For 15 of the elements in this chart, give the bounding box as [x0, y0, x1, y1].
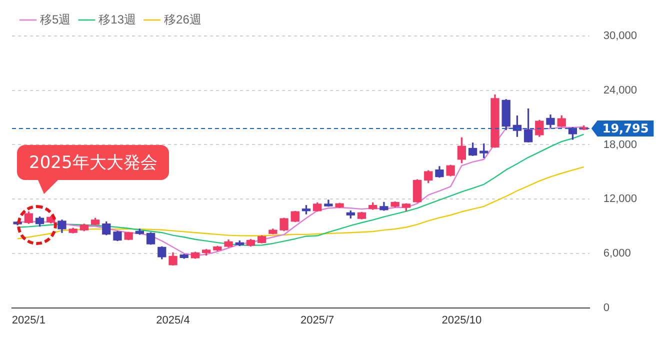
y-tick-label: 30,000: [603, 30, 638, 42]
y-tick-label: 18,000: [603, 138, 638, 151]
legend-label: 移26週: [164, 12, 202, 26]
x-tick-label: 2025/7: [300, 314, 334, 326]
y-tick-label: 6,000: [603, 247, 631, 260]
x-tick-label: 2025/1: [12, 314, 46, 326]
x-tick-label: 2025/4: [156, 314, 190, 326]
y-tick-label: 24,000: [603, 84, 638, 96]
legend-label: 移5週: [40, 12, 71, 26]
ref-line-label: 19,795: [602, 122, 649, 136]
y-tick-label: 0: [603, 302, 610, 314]
y-tick-label: 12,000: [603, 193, 638, 206]
legend-label: 移13週: [98, 12, 136, 26]
annotation: 2025年大大発会: [17, 145, 170, 180]
x-tick-label: 2025/10: [442, 314, 482, 326]
